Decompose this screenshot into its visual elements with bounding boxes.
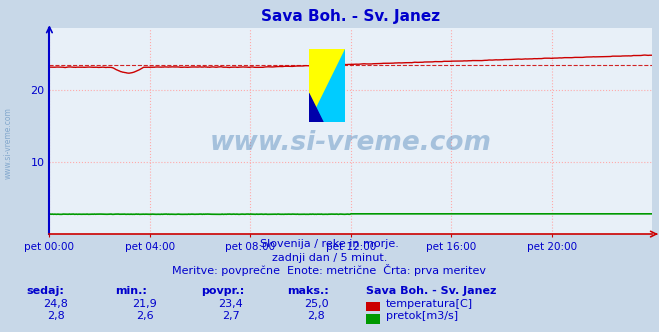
Text: 23,4: 23,4 [218,299,243,309]
Text: 2,7: 2,7 [222,311,239,321]
Text: Meritve: povprečne  Enote: metrične  Črta: prva meritev: Meritve: povprečne Enote: metrične Črta:… [173,264,486,276]
Text: maks.:: maks.: [287,286,328,296]
Text: pretok[m3/s]: pretok[m3/s] [386,311,457,321]
Text: www.si-vreme.com: www.si-vreme.com [3,107,13,179]
Text: 25,0: 25,0 [304,299,329,309]
Polygon shape [308,93,323,123]
Text: 21,9: 21,9 [132,299,158,309]
Text: 2,8: 2,8 [308,311,325,321]
Text: temperatura[C]: temperatura[C] [386,299,473,309]
Text: povpr.:: povpr.: [201,286,244,296]
Text: 2,8: 2,8 [47,311,65,321]
Text: zadnji dan / 5 minut.: zadnji dan / 5 minut. [272,253,387,263]
Title: Sava Boh. - Sv. Janez: Sava Boh. - Sv. Janez [262,9,440,24]
Text: 24,8: 24,8 [43,299,69,309]
Text: 2,6: 2,6 [136,311,154,321]
Polygon shape [308,49,345,123]
Text: www.si-vreme.com: www.si-vreme.com [210,130,492,156]
Text: min.:: min.: [115,286,147,296]
Polygon shape [308,49,345,123]
Text: Slovenija / reke in morje.: Slovenija / reke in morje. [260,239,399,249]
Text: Sava Boh. - Sv. Janez: Sava Boh. - Sv. Janez [366,286,496,296]
Text: sedaj:: sedaj: [26,286,64,296]
